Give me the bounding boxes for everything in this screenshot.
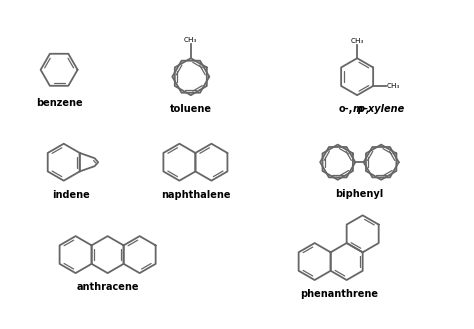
Text: biphenyl: biphenyl [335, 189, 383, 199]
Text: o-,: o-, [338, 104, 353, 114]
Text: phenanthrene: phenanthrene [300, 289, 378, 299]
Text: anthracene: anthracene [76, 282, 139, 292]
Text: naphthalene: naphthalene [161, 190, 230, 200]
Text: toluene: toluene [170, 104, 212, 114]
Text: CH₃: CH₃ [350, 38, 364, 44]
Text: benzene: benzene [36, 97, 82, 108]
Text: CH₃: CH₃ [184, 37, 198, 43]
Text: m-,: m-, [353, 104, 371, 114]
Text: p-xylene: p-xylene [357, 104, 405, 114]
Text: CH₃: CH₃ [387, 83, 401, 89]
Text: indene: indene [52, 190, 90, 200]
